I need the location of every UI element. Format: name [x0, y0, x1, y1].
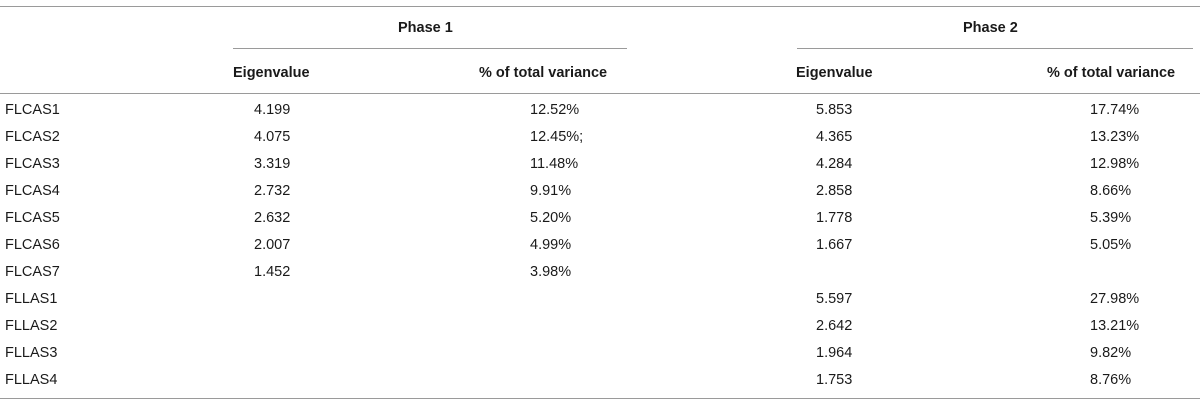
phase1-variance-cell: 11.48%	[530, 156, 579, 172]
column-header-phase2-eigenvalue: Eigenvalue	[796, 65, 873, 81]
phase2-eigenvalue-cell: 1.753	[816, 372, 853, 388]
phase1-eigenvalue-cell: 2.632	[254, 210, 291, 226]
phase1-eigenvalue-cell: 4.075	[254, 129, 291, 145]
phase1-variance-cell: 12.52%	[530, 102, 580, 118]
phase2-variance-cell: 13.23%	[1090, 129, 1140, 145]
column-header-phase1-variance: % of total variance	[479, 65, 608, 81]
phase2-variance-cell: 13.21%	[1090, 318, 1140, 334]
table-bottom-rule	[0, 398, 1200, 399]
phase2-variance-cell: 27.98%	[1090, 291, 1140, 307]
phase2-eigenvalue-cell: 1.964	[816, 345, 853, 361]
phase1-eigenvalue-cell: 4.199	[254, 102, 291, 118]
row-label: FLCAS4	[5, 183, 60, 199]
phase2-variance-cell: 5.05%	[1090, 237, 1132, 253]
table-row: FLLAS3 1.964 9.82%	[0, 341, 1200, 368]
phase2-variance-cell: 8.76%	[1090, 372, 1132, 388]
phase1-variance-cell: 9.91%	[530, 183, 572, 199]
column-header-phase1-eigenvalue: Eigenvalue	[233, 65, 310, 81]
phase2-title: Phase 2	[963, 20, 1018, 36]
phase2-underline	[797, 48, 1193, 49]
phase1-variance-cell: 12.45%;	[530, 129, 584, 145]
phase2-eigenvalue-cell: 2.858	[816, 183, 853, 199]
column-header-phase2-variance: % of total variance	[1047, 65, 1176, 81]
phase1-eigenvalue-cell: 2.007	[254, 237, 291, 253]
phase2-eigenvalue-cell: 4.284	[816, 156, 853, 172]
phase2-variance-cell: 8.66%	[1090, 183, 1132, 199]
row-label: FLLAS2	[5, 318, 58, 334]
row-label: FLLAS4	[5, 372, 58, 388]
table-row: FLCAS3 3.319 11.48% 4.284 12.98%	[0, 152, 1200, 179]
table-row: FLCAS1 4.199 12.52% 5.853 17.74%	[0, 98, 1200, 125]
phase1-variance-cell: 3.98%	[530, 264, 572, 280]
row-label: FLCAS6	[5, 237, 60, 253]
row-label: FLLAS1	[5, 291, 58, 307]
phase2-eigenvalue-cell: 2.642	[816, 318, 853, 334]
phase1-variance-cell: 4.99%	[530, 237, 572, 253]
phase1-eigenvalue-cell: 3.319	[254, 156, 291, 172]
phase2-eigenvalue-cell: 1.778	[816, 210, 853, 226]
row-label: FLCAS5	[5, 210, 60, 226]
phase2-eigenvalue-cell: 5.597	[816, 291, 853, 307]
phase1-eigenvalue-cell: 1.452	[254, 264, 291, 280]
row-label: FLCAS2	[5, 129, 60, 145]
phase1-variance-cell: 5.20%	[530, 210, 572, 226]
phase2-eigenvalue-cell: 4.365	[816, 129, 853, 145]
phase2-variance-cell: 9.82%	[1090, 345, 1132, 361]
phase2-eigenvalue-cell: 1.667	[816, 237, 853, 253]
table-row: FLCAS4 2.732 9.91% 2.858 8.66%	[0, 179, 1200, 206]
row-label: FLCAS7	[5, 264, 60, 280]
table-row: FLLAS1 5.597 27.98%	[0, 287, 1200, 314]
phase1-eigenvalue-cell: 2.732	[254, 183, 291, 199]
row-label: FLCAS3	[5, 156, 60, 172]
header-bottom-rule	[0, 93, 1200, 94]
table-row: FLLAS2 2.642 13.21%	[0, 314, 1200, 341]
table-row: FLLAS4 1.753 8.76%	[0, 368, 1200, 395]
phase2-eigenvalue-cell: 5.853	[816, 102, 853, 118]
row-label: FLLAS3	[5, 345, 58, 361]
row-label: FLCAS1	[5, 102, 60, 118]
table-row: FLCAS6 2.007 4.99% 1.667 5.05%	[0, 233, 1200, 260]
phase2-variance-cell: 12.98%	[1090, 156, 1140, 172]
table-top-rule	[0, 6, 1200, 7]
table-row: FLCAS2 4.075 12.45%; 4.365 13.23%	[0, 125, 1200, 152]
phase2-variance-cell: 17.74%	[1090, 102, 1140, 118]
table-row: FLCAS7 1.452 3.98%	[0, 260, 1200, 287]
phase1-underline	[233, 48, 627, 49]
phase2-variance-cell: 5.39%	[1090, 210, 1132, 226]
table-row: FLCAS5 2.632 5.20% 1.778 5.39%	[0, 206, 1200, 233]
phase1-title: Phase 1	[398, 20, 453, 36]
